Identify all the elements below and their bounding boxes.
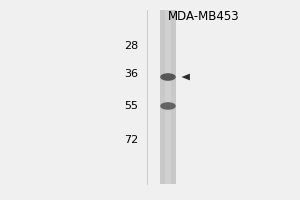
Text: 72: 72 (124, 135, 138, 145)
Bar (165, 10, 171, 184)
Text: 36: 36 (124, 69, 138, 79)
Text: 28: 28 (124, 41, 138, 51)
Text: 55: 55 (124, 101, 138, 111)
Bar (160, 10, 176, 184)
Text: MDA-MB453: MDA-MB453 (168, 10, 240, 23)
Ellipse shape (160, 73, 176, 81)
Ellipse shape (160, 102, 176, 110)
Polygon shape (182, 74, 190, 80)
